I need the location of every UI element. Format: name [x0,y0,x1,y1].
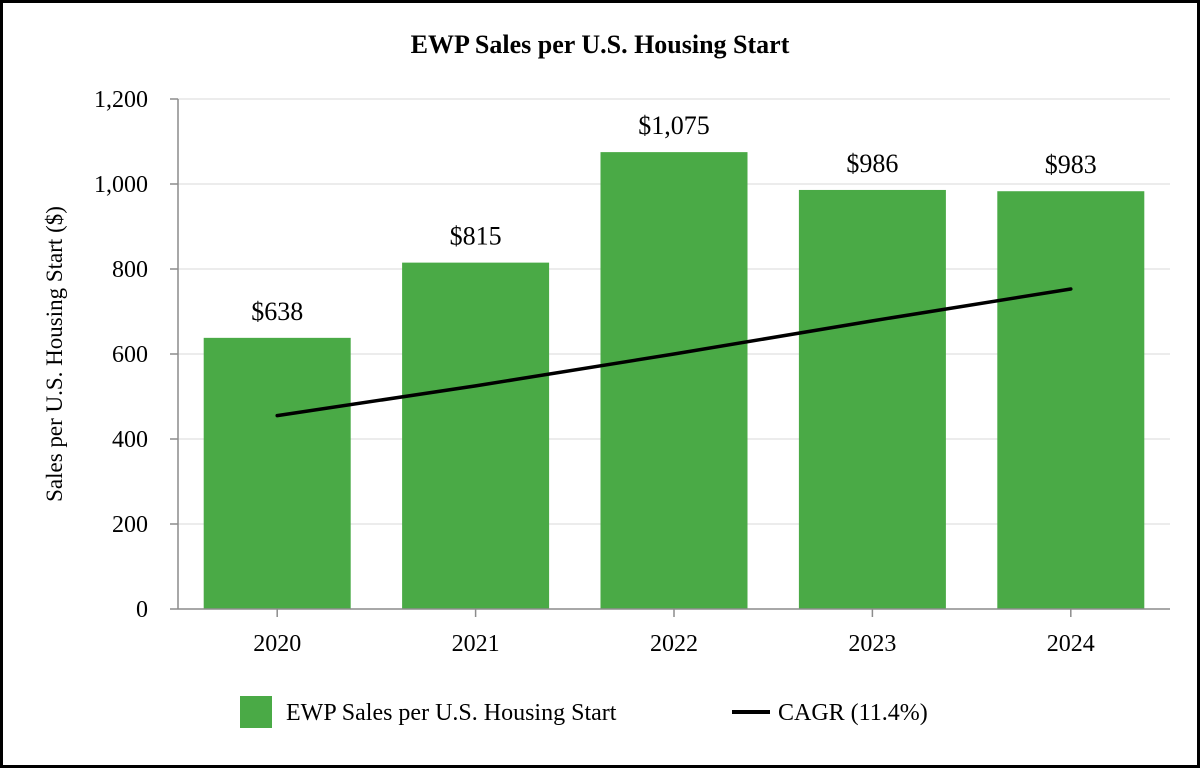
cagr-trend-line [275,287,1073,418]
data-labels: $638 $815 $1,075 $986 $983 [251,111,1097,326]
legend: EWP Sales per U.S. Housing Start CAGR (11… [240,696,928,728]
bar-2021 [402,262,550,609]
axes: 0 200 400 600 800 1,000 1,200 2020 2021 2022 2023 2… [94,87,1170,657]
y-tick-label: 200 [112,512,148,538]
bar-value-label: $815 [450,222,502,251]
legend-label-line: CAGR (11.4%) [778,700,928,726]
x-tick-label: 2023 [848,631,896,657]
bar-value-label: $983 [1045,150,1097,179]
x-tick-label: 2020 [253,631,301,657]
y-tick-label: 800 [112,257,148,283]
x-tick-label: 2022 [650,631,698,657]
y-tick-label: 400 [112,427,148,453]
y-tick-label: 600 [112,342,148,368]
bar-2020 [203,337,351,609]
bars [203,152,1145,609]
bar-value-label: $986 [846,149,898,178]
bar-2023 [798,189,946,609]
y-tick-label: 1,200 [94,87,148,113]
y-tick-label: 0 [136,597,148,623]
bar-2024 [997,191,1145,609]
y-tick-label: 1,000 [94,172,148,198]
legend-swatch-bar [240,696,272,728]
legend-label-bar: EWP Sales per U.S. Housing Start [286,700,617,726]
bar-value-label: $638 [251,297,303,326]
cagr-line-group [275,287,1073,418]
chart-title: EWP Sales per U.S. Housing Start [411,30,790,59]
y-axis-label: Sales per U.S. Housing Start ($) [42,206,67,502]
bar-value-label: $1,075 [638,111,710,140]
x-tick-label: 2021 [452,631,500,657]
x-tick-label: 2024 [1047,631,1095,657]
bar-2022 [600,152,748,609]
